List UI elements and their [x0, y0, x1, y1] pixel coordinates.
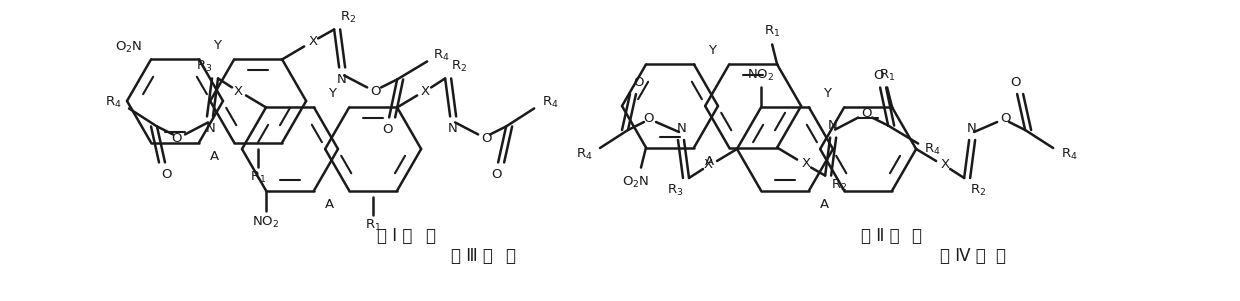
Text: $\mathrm{R_2}$: $\mathrm{R_2}$ — [831, 178, 847, 193]
Text: O: O — [861, 107, 872, 120]
Text: A: A — [706, 155, 714, 168]
Text: O: O — [172, 132, 182, 145]
Text: Y: Y — [327, 87, 336, 100]
Text: X: X — [233, 85, 243, 98]
Text: $\mathrm{R_2}$: $\mathrm{R_2}$ — [340, 10, 356, 25]
Text: N: N — [827, 119, 837, 132]
Text: ，: ， — [994, 247, 1004, 265]
Text: $\mathrm{NO_2}$: $\mathrm{NO_2}$ — [748, 68, 775, 83]
Text: $\mathrm{O_2N}$: $\mathrm{O_2N}$ — [115, 40, 143, 55]
Text: O: O — [161, 168, 172, 181]
Text: N: N — [448, 122, 458, 135]
Text: ，: ， — [911, 227, 921, 245]
Text: X: X — [309, 35, 317, 48]
Text: A: A — [325, 198, 334, 211]
Text: （ Ⅰ ）: （ Ⅰ ） — [377, 227, 413, 245]
Text: O: O — [642, 111, 653, 125]
Text: $\mathrm{R_4}$: $\mathrm{R_4}$ — [104, 95, 122, 110]
Text: Y: Y — [212, 39, 221, 52]
Text: $\mathrm{O_2N}$: $\mathrm{O_2N}$ — [622, 175, 650, 190]
Text: （ Ⅲ ）: （ Ⅲ ） — [451, 247, 494, 265]
Text: $\mathrm{R_4}$: $\mathrm{R_4}$ — [924, 142, 940, 157]
Text: O: O — [999, 111, 1011, 125]
Text: X: X — [941, 159, 950, 172]
Text: （ Ⅱ ）: （ Ⅱ ） — [861, 227, 899, 245]
Text: $\mathrm{R_2}$: $\mathrm{R_2}$ — [970, 182, 986, 197]
Text: ，: ， — [505, 247, 515, 265]
Text: A: A — [210, 150, 219, 163]
Text: ，: ， — [425, 227, 435, 245]
Text: O: O — [370, 85, 381, 98]
Text: $\mathrm{NO_2}$: $\mathrm{NO_2}$ — [252, 215, 280, 230]
Text: A: A — [820, 198, 830, 211]
Text: X: X — [801, 157, 811, 170]
Text: $\mathrm{R_4}$: $\mathrm{R_4}$ — [542, 95, 558, 110]
Text: X: X — [420, 85, 430, 98]
Text: $\mathrm{R_1}$: $\mathrm{R_1}$ — [879, 68, 895, 83]
Text: N: N — [206, 122, 216, 135]
Text: （ Ⅳ ）: （ Ⅳ ） — [940, 247, 986, 265]
Text: $\mathrm{R_4}$: $\mathrm{R_4}$ — [1060, 147, 1078, 162]
Text: Y: Y — [708, 44, 715, 57]
Text: N: N — [966, 122, 976, 135]
Text: X: X — [703, 159, 713, 172]
Text: O: O — [632, 76, 644, 88]
Text: N: N — [336, 73, 346, 86]
Text: $\mathrm{R_1}$: $\mathrm{R_1}$ — [365, 217, 382, 233]
Text: O: O — [873, 69, 883, 82]
Text: O: O — [382, 123, 392, 136]
Text: O: O — [1009, 76, 1021, 88]
Text: $\mathrm{R_4}$: $\mathrm{R_4}$ — [433, 48, 449, 63]
Text: $\mathrm{R_4}$: $\mathrm{R_4}$ — [575, 147, 593, 162]
Text: O: O — [481, 132, 491, 145]
Text: O: O — [491, 168, 501, 181]
Text: Y: Y — [822, 87, 831, 100]
Text: $\mathrm{R_1}$: $\mathrm{R_1}$ — [764, 24, 780, 39]
Text: N: N — [677, 122, 687, 135]
Text: $\mathrm{R_2}$: $\mathrm{R_2}$ — [451, 59, 467, 74]
Text: $\mathrm{R_1}$: $\mathrm{R_1}$ — [250, 169, 267, 185]
Text: $\mathrm{R_3}$: $\mathrm{R_3}$ — [667, 182, 683, 197]
Text: $\mathrm{R_3}$: $\mathrm{R_3}$ — [196, 59, 212, 74]
